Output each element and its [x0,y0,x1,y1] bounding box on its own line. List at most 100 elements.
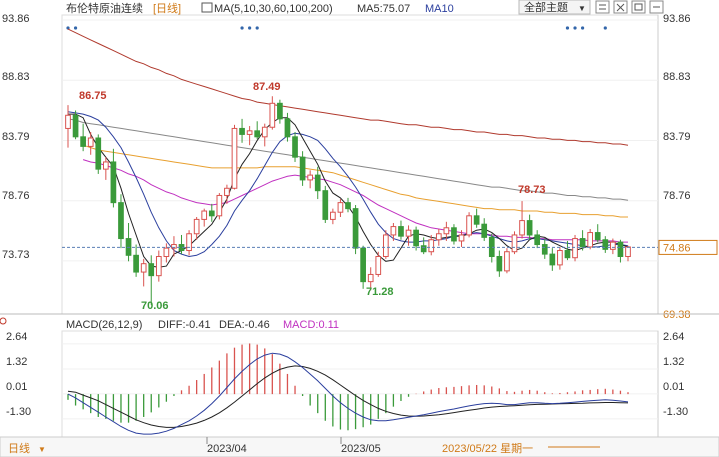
candle-body-46 [405,229,412,237]
chevron-down-icon: ▼ [578,4,586,13]
candle-body-24 [239,127,245,135]
candle-body-11 [140,263,147,273]
event-marker-7 [573,26,577,30]
macd-diff-line [67,352,629,435]
toolbar-icon-2[interactable] [613,0,628,14]
event-marker-2 [73,26,78,30]
candle-body-75 [625,246,631,258]
candle-body-30 [284,118,291,138]
candle-body-34 [314,174,321,192]
macd-dea-line [67,365,629,428]
price-axis-labels: 93.86 88.83 83.79 78.76 73.73 93.86 88.8… [2,13,691,321]
date-bar [0,436,719,457]
panel-resize-icon[interactable] [0,317,7,325]
candle-body-5 [95,137,102,170]
price-tick-right-1: 93.86 [663,13,691,25]
date-label-2: 2023/05 [341,443,381,455]
candle-body-73 [610,241,616,250]
event-markers [66,26,607,30]
high-label-3: 78.73 [518,184,546,196]
candle-body-60 [511,234,518,253]
event-marker-5 [255,26,259,30]
high-label-2: 87.49 [253,81,281,93]
cursor-date-label: 2023/05/22 星期一 [442,442,533,455]
current-price-label: 74.86 [663,242,691,254]
price-tick-right-4: 78.76 [663,190,691,202]
candle-body-53 [458,234,465,242]
candle-body-17 [186,233,192,252]
candle-body-68 [572,238,578,259]
macd-axis-labels: 2.64 1.32 0.01 -1.30 2.64 1.32 0.01 -1.3… [6,331,688,418]
candle-body-40 [360,247,366,283]
high-label-1: 86.75 [79,90,107,102]
macd-tick-right-3: 0.01 [663,381,684,393]
event-marker-1 [66,26,70,30]
candle-body-8 [118,202,124,240]
candle-body-26 [254,130,261,138]
candle-body-64 [541,244,548,255]
candle-body-29 [277,102,283,120]
macd-label: MACD(26,12,9) [66,319,142,331]
candle-body-58 [496,256,503,272]
macd-tick-left-1: 2.64 [6,331,27,343]
ma100-line [67,118,629,201]
event-marker-6 [565,26,570,30]
ma10-label: MA10 [425,3,454,15]
candle-body-43 [382,234,389,258]
low-label-1: 70.06 [141,300,169,312]
candle-body-41 [367,273,374,283]
ma-label: MA(5,10,30,60,100,200) [214,3,333,15]
toolbar-icon-3[interactable] [631,0,646,14]
candle-body-10 [133,254,139,273]
macd-tick-left-2: 1.32 [6,356,27,368]
candle-body-6 [102,161,109,170]
candle-body-56 [481,223,488,238]
theme-button-label: 全部主题 [524,0,568,14]
period-label: [日线] [153,1,181,15]
candle-body-32 [299,156,306,181]
toolbar-icon-4[interactable] [649,0,664,14]
theme-button[interactable]: 全部主题 ▼ [518,0,591,15]
candle-body-23 [231,127,238,189]
candle-body-47 [413,229,419,247]
toolbar-icon-1[interactable] [595,0,610,14]
price-annotations: 86.75 87.49 78.73 70.06 71.28 [79,81,546,312]
candle-body-51 [443,227,450,235]
macd-tick-right-4: -1.30 [663,406,688,418]
macd-tick-right-2: 1.32 [663,356,684,368]
price-tick-left-5: 73.73 [2,249,30,261]
macd-gridlines [62,343,658,420]
period-tab-chevron-icon[interactable]: ▼ [38,445,46,454]
candle-body-70 [587,232,594,248]
macd-histogram [67,343,629,431]
chart-title: 布伦特原油连续 [66,1,143,15]
candle-body-54 [466,215,472,236]
event-marker-4 [248,26,252,30]
candle-body-37 [337,202,344,213]
candle-body-39 [352,208,359,249]
candle-body-19 [201,210,208,220]
candle-body-22 [224,187,230,196]
macd-value-label: MACD:0.11 [283,319,339,331]
period-tab[interactable]: 日线 [8,441,30,455]
candle-body-1 [65,114,71,129]
ma5-label: MA5:75.07 [357,3,410,15]
candle-body-48 [420,245,427,253]
price-tick-right-6: 69.38 [663,309,691,321]
ma200-line [67,28,629,146]
price-tick-left-3: 83.79 [2,131,30,143]
candle-body-33 [307,174,314,181]
candlesticks [65,96,631,305]
low-label-2: 71.28 [366,286,394,298]
macd-tick-left-4: -1.30 [6,406,31,418]
event-marker-9 [603,26,607,30]
candle-body-63 [534,234,541,246]
candle-body-21 [216,194,223,217]
candle-body-55 [473,215,480,225]
candle-body-4 [87,137,94,147]
candle-body-20 [208,210,215,217]
candle-body-13 [155,256,162,277]
candle-body-59 [504,251,510,272]
macd-lines [67,352,629,435]
